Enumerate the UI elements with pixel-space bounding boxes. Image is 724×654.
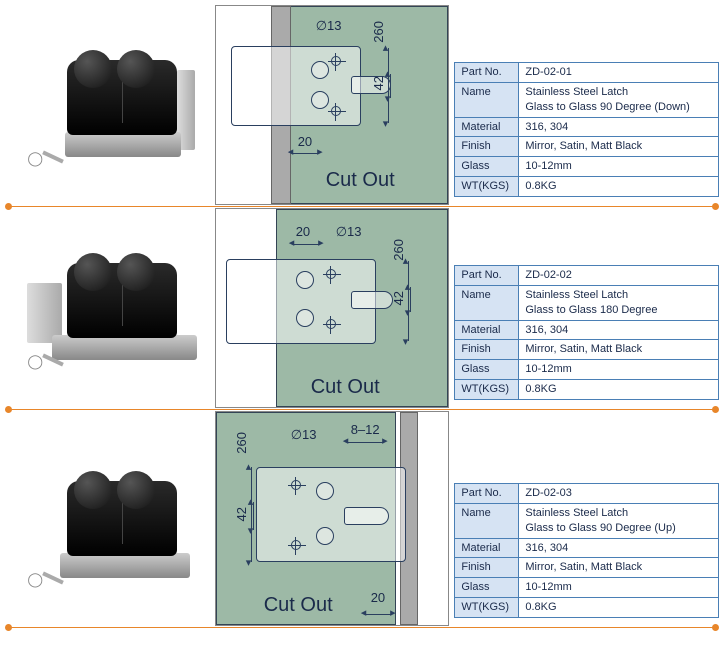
dim-hole-dia: ∅13 — [291, 427, 317, 443]
technical-diagram: 260 42 ∅13 8–12 20 Cut Out — [215, 411, 450, 626]
product-photo — [5, 213, 215, 408]
dim-260: 260 — [371, 21, 386, 43]
val-wt: 0.8KG — [519, 177, 719, 197]
label-name: Name — [455, 82, 519, 117]
product-photo — [5, 10, 215, 205]
cutout-label: Cut Out — [326, 169, 395, 192]
cutout-label: Cut Out — [264, 594, 333, 617]
dim-42: 42 — [391, 291, 406, 305]
row-dot-right — [712, 624, 719, 631]
val-partno: ZD-02-01 — [519, 63, 719, 83]
dim-260: 260 — [234, 432, 249, 454]
dim-20: 20 — [296, 224, 310, 239]
technical-diagram: ∅13 260 42 20 Cut Out — [215, 5, 450, 205]
val-material: 316, 304 — [519, 117, 719, 137]
product-row: 20 ∅13 260 42 Cut Out Part No.ZD-02-02 N… — [5, 208, 719, 408]
val-name: Stainless Steel LatchGlass to Glass 90 D… — [519, 82, 719, 117]
dim-20: 20 — [298, 134, 312, 149]
spec-table-wrap: Part No.ZD-02-02 NameStainless Steel Lat… — [454, 265, 719, 400]
product-photo — [5, 431, 215, 626]
product-row: ∅13 260 42 20 Cut Out Part No.ZD-02-01 N… — [5, 5, 719, 205]
row-dot-left — [5, 624, 12, 631]
label-material: Material — [455, 117, 519, 137]
spec-table: Part No.ZD-02-02 NameStainless Steel Lat… — [454, 265, 719, 400]
dim-20: 20 — [371, 590, 385, 605]
dim-hole-dia: ∅13 — [316, 18, 342, 34]
spec-table-wrap: Part No.ZD-02-03 NameStainless Steel Lat… — [454, 483, 719, 618]
label-finish: Finish — [455, 137, 519, 157]
dim-42: 42 — [371, 76, 386, 90]
technical-diagram: 20 ∅13 260 42 Cut Out — [215, 208, 450, 408]
cutout-label: Cut Out — [311, 376, 380, 399]
spec-table-wrap: Part No.ZD-02-01 NameStainless Steel Lat… — [454, 62, 719, 197]
dim-42: 42 — [234, 507, 249, 521]
val-glass: 10-12mm — [519, 157, 719, 177]
val-finish: Mirror, Satin, Matt Black — [519, 137, 719, 157]
label-glass: Glass — [455, 157, 519, 177]
spec-table: Part No.ZD-02-03 NameStainless Steel Lat… — [454, 483, 719, 618]
product-row: 260 42 ∅13 8–12 20 Cut Out Part No.ZD-02… — [5, 411, 719, 626]
dim-8-12: 8–12 — [351, 422, 380, 437]
dim-hole-dia: ∅13 — [336, 224, 362, 240]
label-wt: WT(KGS) — [455, 177, 519, 197]
spec-table: Part No.ZD-02-01 NameStainless Steel Lat… — [454, 62, 719, 197]
label-partno: Part No. — [455, 63, 519, 83]
